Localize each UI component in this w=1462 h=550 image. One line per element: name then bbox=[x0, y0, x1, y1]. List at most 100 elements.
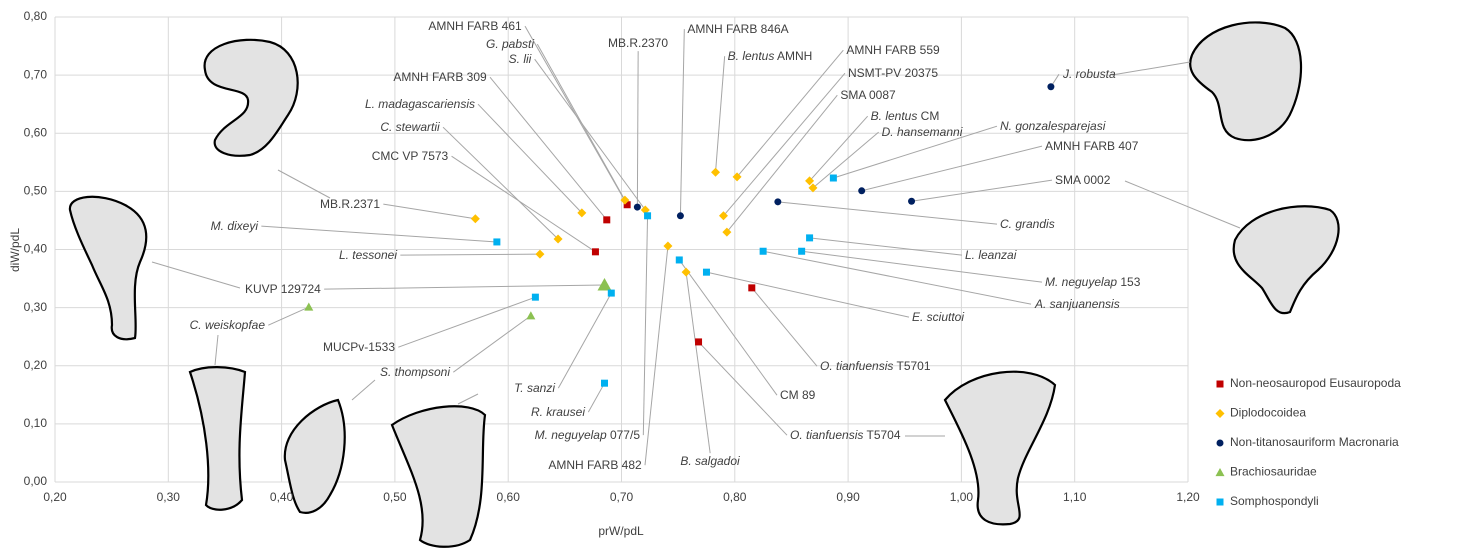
leader-line bbox=[699, 342, 787, 435]
point-label: T. sanzi bbox=[514, 381, 555, 395]
point bbox=[858, 187, 865, 194]
leader-line bbox=[716, 56, 725, 172]
silhouette bbox=[1190, 22, 1301, 140]
leader-line bbox=[383, 204, 475, 219]
point bbox=[908, 198, 915, 205]
legend-marker bbox=[1217, 381, 1224, 388]
leader-line bbox=[268, 307, 308, 325]
leader-line bbox=[637, 51, 638, 207]
point-label: M. dixeyi bbox=[211, 219, 259, 233]
leader-line bbox=[443, 127, 558, 239]
point bbox=[711, 168, 720, 177]
leader-line bbox=[453, 316, 531, 372]
point-label: NSMT-PV 20375 bbox=[848, 66, 938, 80]
x-tick-label: 1,00 bbox=[950, 490, 974, 504]
legend-label: Non-titanosauriform Macronaria bbox=[1230, 435, 1399, 449]
point bbox=[798, 248, 805, 255]
silhouette bbox=[285, 400, 345, 513]
point bbox=[682, 268, 691, 277]
leader-line bbox=[1125, 181, 1240, 228]
point bbox=[695, 338, 702, 345]
point bbox=[608, 290, 615, 297]
leader-line bbox=[458, 394, 478, 404]
point-label: MUCPv-1533 bbox=[323, 340, 395, 354]
point bbox=[676, 256, 683, 263]
point bbox=[774, 198, 781, 205]
leader-line bbox=[727, 95, 837, 232]
point bbox=[471, 214, 480, 223]
leaders bbox=[261, 26, 1059, 465]
x-tick-label: 0,60 bbox=[497, 490, 521, 504]
leader-line bbox=[478, 104, 582, 213]
point bbox=[677, 212, 684, 219]
point-label: G. pabsti bbox=[486, 37, 534, 51]
point-label: S. lii bbox=[509, 52, 532, 66]
y-axis-title: diW/pdL bbox=[8, 228, 22, 272]
point-label: M. neguyelap 077/5 bbox=[535, 428, 641, 442]
leader-line bbox=[352, 380, 375, 400]
y-tick-label: 0,80 bbox=[24, 9, 48, 23]
point bbox=[598, 278, 612, 291]
point-label: B. salgadoi bbox=[680, 454, 740, 468]
leader-line bbox=[737, 50, 843, 177]
legend-marker bbox=[1217, 499, 1224, 506]
y-tick-label: 0,70 bbox=[24, 67, 48, 81]
legend-label: Brachiosauridae bbox=[1230, 465, 1317, 479]
point bbox=[703, 269, 710, 276]
point bbox=[304, 303, 313, 311]
point-label: C. stewartii bbox=[380, 120, 440, 134]
leader-line bbox=[1112, 62, 1190, 75]
y-tick-label: 0,00 bbox=[24, 474, 48, 488]
x-tick-label: 0,80 bbox=[723, 490, 747, 504]
point-label: AMNH FARB 461 bbox=[428, 19, 522, 33]
point-label: AMNH FARB 559 bbox=[846, 43, 940, 57]
legend-marker bbox=[1216, 409, 1225, 418]
leader-line bbox=[778, 202, 997, 224]
silhouette bbox=[190, 367, 245, 510]
point-label: J. robusta bbox=[1062, 67, 1116, 81]
point-label: B. lentus AMNH bbox=[728, 49, 813, 63]
x-tick-label: 0,20 bbox=[43, 490, 67, 504]
leader-line bbox=[588, 383, 604, 412]
silhouette bbox=[392, 406, 485, 546]
legend-label: Somphospondyli bbox=[1230, 494, 1319, 508]
point bbox=[760, 248, 767, 255]
leader-line bbox=[912, 180, 1052, 201]
point bbox=[748, 284, 755, 291]
y-tick-label: 0,20 bbox=[24, 358, 48, 372]
leader-line bbox=[643, 216, 647, 435]
point-label: AMNH FARB 482 bbox=[548, 458, 642, 472]
point-label: AMNH FARB 846A bbox=[687, 22, 788, 36]
x-tick-label: 1,20 bbox=[1176, 490, 1200, 504]
legend-label: Non-neosauropod Eusauropoda bbox=[1230, 376, 1401, 390]
leader-line bbox=[490, 77, 607, 220]
leader-line bbox=[645, 246, 668, 465]
legend-label: Diplodocoidea bbox=[1230, 406, 1306, 420]
chart: prW/pdL diW/pdL 0,000,100,200,300,400,50… bbox=[0, 0, 1462, 550]
leader-line bbox=[535, 59, 646, 210]
point-label: C. weiskopfae bbox=[190, 318, 266, 332]
point-label: B. lentus CM bbox=[871, 109, 940, 123]
point-label: MB.R.2371 bbox=[320, 197, 380, 211]
leader-line bbox=[723, 73, 845, 216]
point-label: SMA 0087 bbox=[840, 88, 896, 102]
point bbox=[1047, 83, 1054, 90]
x-tick-label: 0,90 bbox=[836, 490, 860, 504]
x-tick-label: 0,40 bbox=[270, 490, 294, 504]
point-label: N. gonzalesparejasi bbox=[1000, 119, 1106, 133]
leader-line bbox=[810, 238, 962, 255]
point-label: KUVP 129724 bbox=[245, 282, 321, 296]
y-tick-label: 0,10 bbox=[24, 416, 48, 430]
point bbox=[634, 204, 641, 211]
point bbox=[592, 248, 599, 255]
point-label: CMC VP 7573 bbox=[372, 149, 449, 163]
leader-line bbox=[752, 288, 817, 366]
point bbox=[526, 311, 535, 319]
point bbox=[603, 216, 610, 223]
point bbox=[535, 250, 544, 259]
leader-line bbox=[686, 272, 710, 453]
point-label: E. sciuttoi bbox=[912, 310, 964, 324]
point-label: CM 89 bbox=[780, 388, 816, 402]
point-label: D. hansemanni bbox=[882, 125, 963, 139]
point bbox=[830, 175, 837, 182]
